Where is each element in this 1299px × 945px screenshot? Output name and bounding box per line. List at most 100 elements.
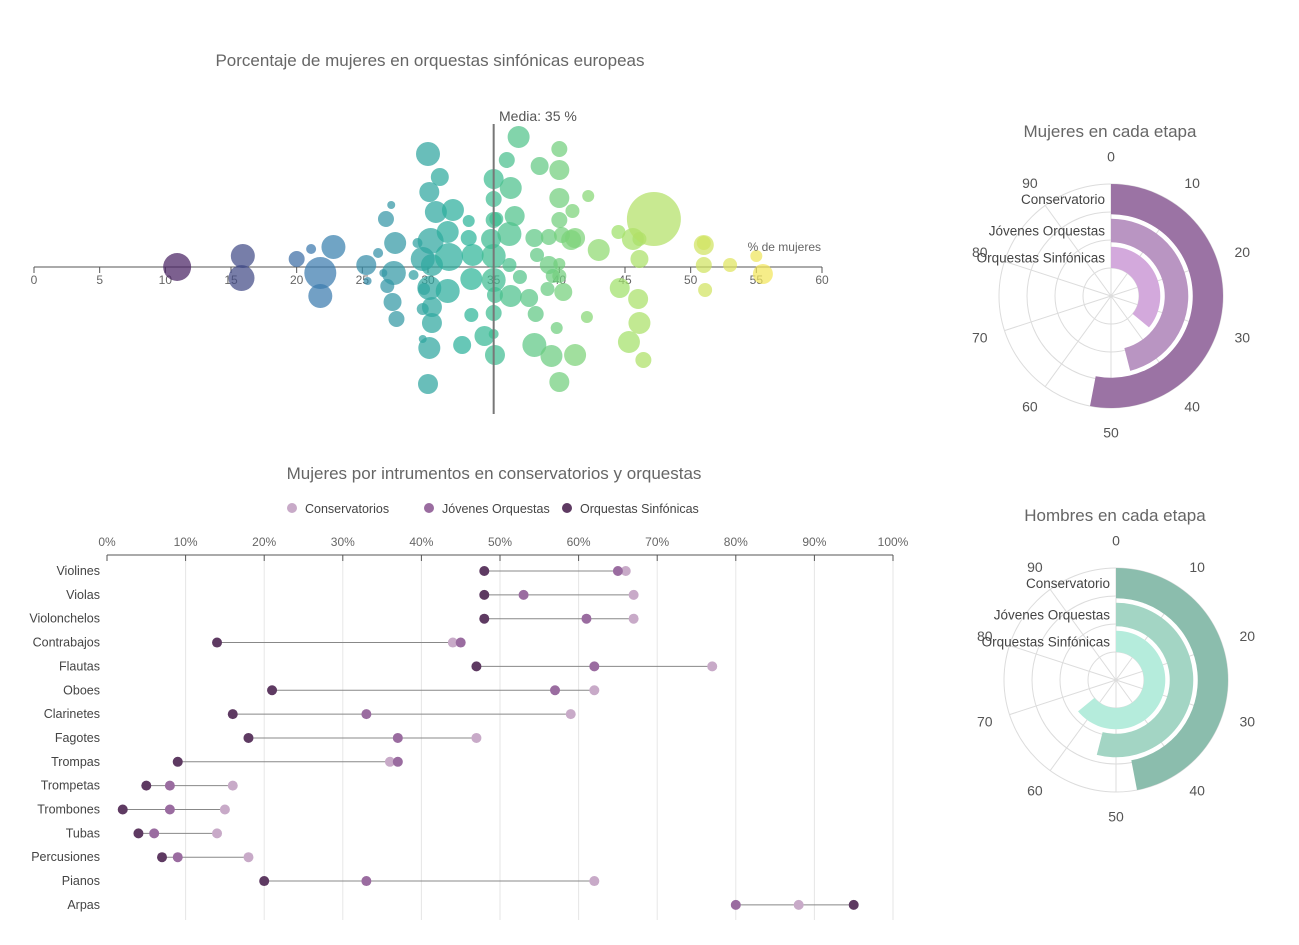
dot-orquestas-sinfónicas[interactable] [133,828,144,839]
bubble[interactable] [551,141,568,157]
bubble[interactable] [464,308,479,322]
bubble[interactable] [381,261,406,285]
dot-jóvenes-orquestas[interactable] [361,709,372,720]
bubble[interactable] [499,285,522,307]
bubble[interactable] [230,244,255,268]
bubble[interactable] [304,257,337,289]
bubble[interactable] [419,182,440,202]
bubble[interactable] [540,345,563,367]
dot-conservatorios[interactable] [589,876,600,887]
bubble[interactable] [383,293,402,311]
dot-conservatorios[interactable] [243,852,254,863]
bubble[interactable] [460,230,477,246]
dot-jóvenes-orquestas[interactable] [581,613,592,624]
dot-jóvenes-orquestas[interactable] [392,732,403,743]
bubble[interactable] [611,225,626,239]
dot-orquestas-sinfónicas[interactable] [267,685,278,696]
ring-arc-conservatorio[interactable] [1116,568,1229,791]
ring-arc-jóvenes-orquestas[interactable] [1111,218,1189,371]
bubble[interactable] [565,204,580,218]
bubble[interactable] [489,212,504,226]
bubble[interactable] [363,277,372,285]
bubble[interactable] [530,157,549,175]
bubble[interactable] [564,344,587,366]
ring-arc-jóvenes-orquestas[interactable] [1096,602,1194,758]
dot-conservatorios[interactable] [212,828,223,839]
bubble[interactable] [408,270,419,280]
dot-conservatorios[interactable] [793,899,804,910]
bubble[interactable] [617,331,640,353]
bubble[interactable] [421,313,442,333]
dot-jóvenes-orquestas[interactable] [361,876,372,887]
dot-orquestas-sinfónicas[interactable] [172,756,183,767]
bubble[interactable] [609,278,630,298]
dot-conservatorios[interactable] [384,756,395,767]
bubble[interactable] [530,248,545,262]
bubble[interactable] [418,374,438,394]
dot-jóvenes-orquestas[interactable] [172,852,183,863]
dot-conservatorios[interactable] [589,685,600,696]
bubble[interactable] [565,228,586,248]
bubble[interactable] [435,279,460,303]
bubble[interactable] [626,192,681,246]
bubble[interactable] [525,229,544,247]
dot-orquestas-sinfónicas[interactable] [848,899,859,910]
bubble[interactable] [630,250,649,268]
bubble[interactable] [504,206,525,226]
bubble[interactable] [587,239,610,261]
bubble[interactable] [387,201,396,209]
dot-conservatorios[interactable] [565,709,576,720]
dot-orquestas-sinfónicas[interactable] [259,876,270,887]
bubble[interactable] [582,190,595,202]
dot-conservatorios[interactable] [447,637,458,648]
bubble[interactable] [377,211,394,227]
bubble[interactable] [484,345,505,365]
bubble[interactable] [486,287,503,303]
bubble[interactable] [321,235,346,259]
dot-jóvenes-orquestas[interactable] [589,661,600,672]
bubble[interactable] [512,270,527,284]
bubble[interactable] [520,289,539,307]
bubble[interactable] [553,258,566,270]
dot-conservatorios[interactable] [471,732,482,743]
bubble[interactable] [461,244,484,266]
dot-jóvenes-orquestas[interactable] [149,828,160,839]
bubble[interactable] [417,276,442,300]
bubble[interactable] [474,326,495,346]
bubble[interactable] [752,264,773,284]
bubble[interactable] [228,265,255,291]
dot-conservatorios[interactable] [707,661,718,672]
dot-orquestas-sinfónicas[interactable] [157,852,168,863]
dot-conservatorios[interactable] [219,804,230,815]
dot-conservatorios[interactable] [227,780,238,791]
bubble[interactable] [388,311,405,327]
dot-orquestas-sinfónicas[interactable] [212,637,223,648]
bubble[interactable] [695,257,712,273]
ring-arc-conservatorio[interactable] [1090,184,1223,408]
dot-jóvenes-orquestas[interactable] [392,756,403,767]
bubble[interactable] [696,236,711,250]
ring-arc-orquestas-sinfónicas[interactable] [1078,630,1166,730]
dot-jóvenes-orquestas[interactable] [455,637,466,648]
dot-orquestas-sinfónicas[interactable] [471,661,482,672]
dot-jóvenes-orquestas[interactable] [164,804,175,815]
bubble[interactable] [498,152,515,168]
bubble[interactable] [549,372,570,392]
bubble[interactable] [628,289,649,309]
bubble[interactable] [554,283,573,301]
dot-orquestas-sinfónicas[interactable] [479,589,490,600]
dot-orquestas-sinfónicas[interactable] [243,732,254,743]
dot-orquestas-sinfónicas[interactable] [141,780,152,791]
dot-conservatorios[interactable] [628,589,639,600]
dot-jóvenes-orquestas[interactable] [730,899,741,910]
bubble[interactable] [499,177,522,199]
ring-arc-orquestas-sinfónicas[interactable] [1111,246,1161,328]
bubble[interactable] [540,229,557,245]
bubble[interactable] [418,337,441,359]
bubble[interactable] [550,322,563,334]
bubble[interactable] [421,297,442,317]
bubble[interactable] [497,222,522,246]
bubble[interactable] [522,333,547,357]
bubble[interactable] [356,255,377,275]
bubble[interactable] [462,215,475,227]
